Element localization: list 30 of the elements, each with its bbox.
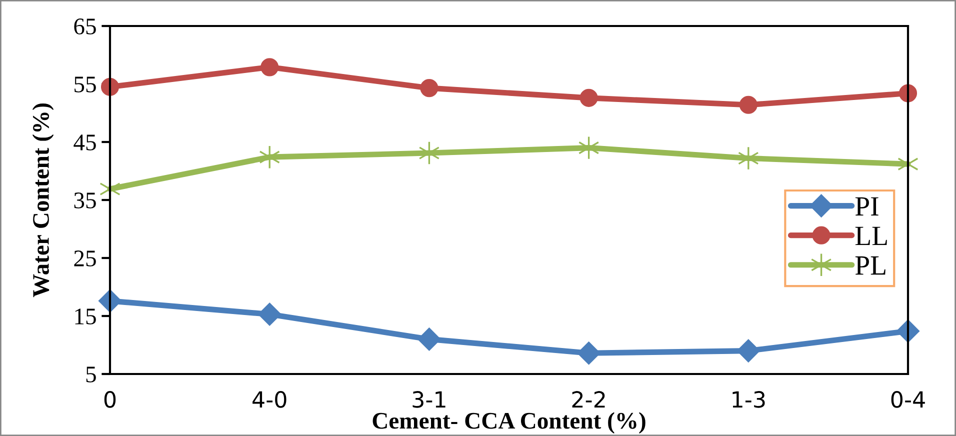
x-tick-label: 3-1	[412, 391, 446, 408]
y-tick-label: 55	[74, 76, 96, 92]
point	[577, 342, 600, 365]
x-tick-label: 1-3	[732, 391, 765, 408]
point	[258, 302, 282, 326]
point	[420, 79, 438, 98]
point	[259, 145, 280, 170]
point	[100, 78, 120, 96]
y-tick-label: 25	[74, 250, 96, 266]
y-tick-label: 15	[75, 308, 96, 324]
point	[418, 141, 440, 165]
x-axis-title: Cement- CCA Content (%)	[372, 412, 646, 434]
point	[578, 136, 600, 160]
y-axis-title: Water Content (%)	[32, 104, 54, 298]
legend-label: PI	[855, 197, 878, 216]
point	[418, 328, 441, 351]
y-tick-label: 35	[74, 192, 96, 208]
point	[738, 146, 759, 170]
x-tick-label: 2-2	[572, 391, 605, 408]
x-tick-label: 4-0	[252, 391, 286, 408]
x-tick-label: 0	[104, 391, 116, 408]
point	[580, 88, 598, 107]
y-tick-label: 5	[86, 366, 96, 382]
point	[260, 58, 279, 76]
legend-label: PL	[855, 256, 886, 275]
legend-label: LL	[855, 226, 887, 246]
x-tick-label: 0-4	[891, 391, 925, 408]
y-tick-label: 65	[74, 18, 96, 34]
y-tick-label: 45	[74, 134, 96, 150]
point	[739, 96, 758, 114]
